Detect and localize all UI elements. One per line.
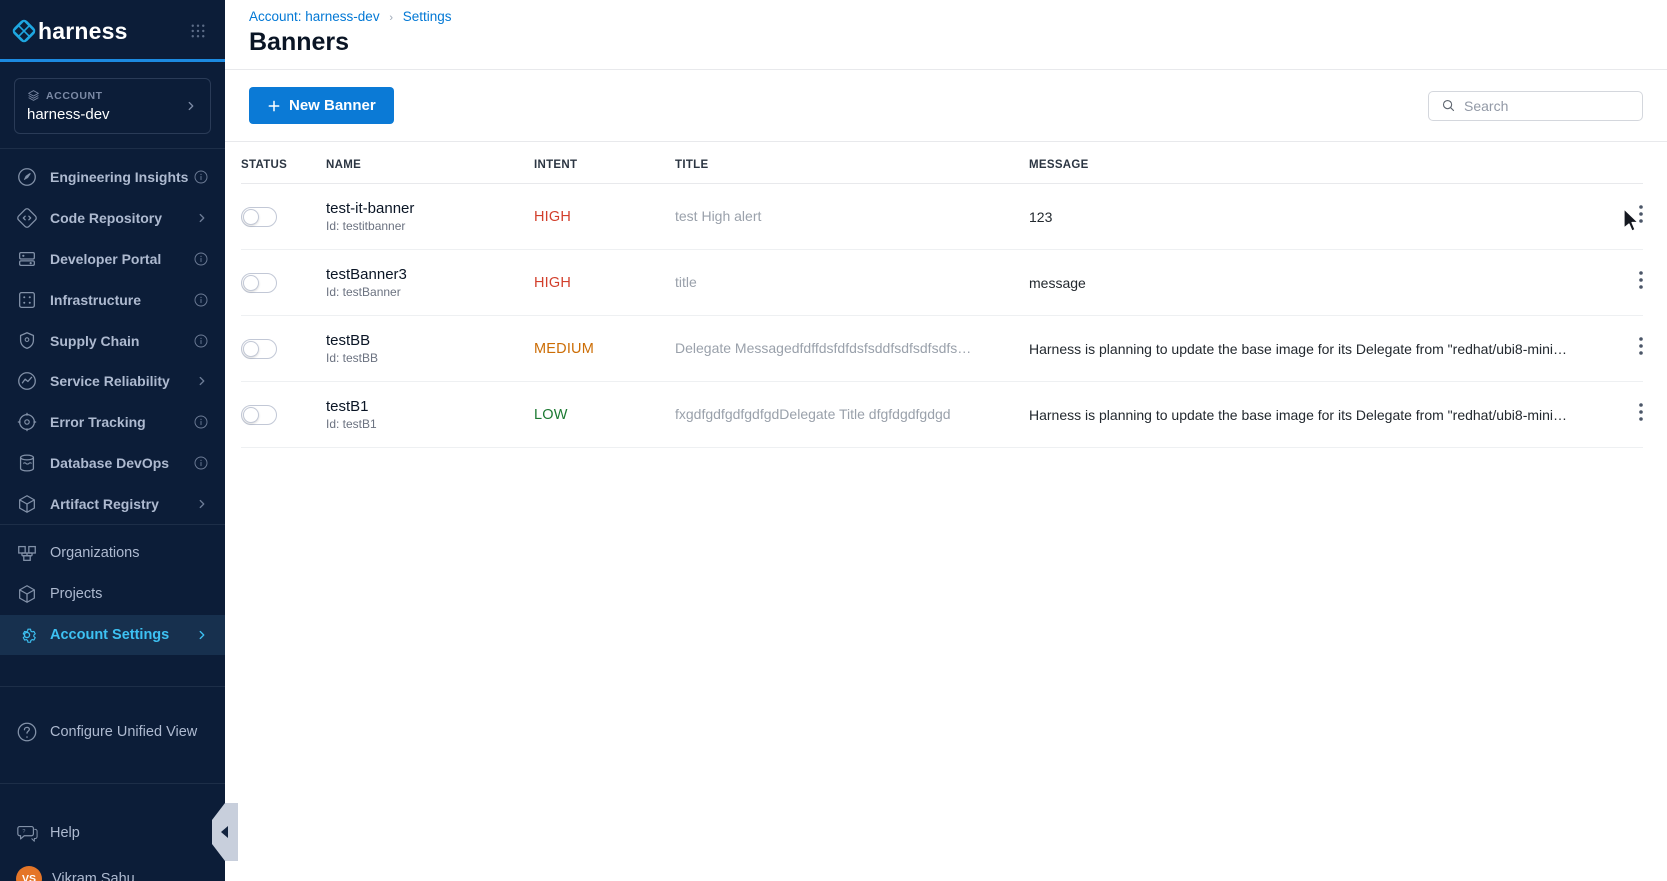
svg-text:?: ?	[22, 829, 25, 835]
